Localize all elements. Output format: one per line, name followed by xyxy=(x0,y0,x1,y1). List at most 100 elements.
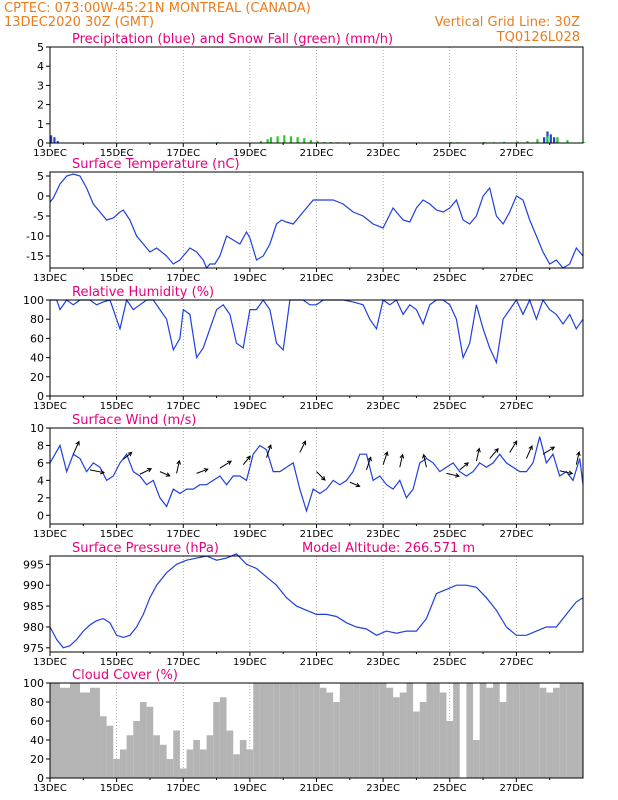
cloud-bar xyxy=(89,687,100,778)
cloud-bar xyxy=(379,683,387,778)
cloud-bar xyxy=(226,730,234,778)
x-tick-label: 21DEC xyxy=(300,657,334,668)
x-tick-label: 25DEC xyxy=(433,657,467,668)
header-grid-line: Vertical Grid Line: 30Z xyxy=(434,15,580,30)
wind-arrow-shaft xyxy=(299,441,306,453)
cloud-bar xyxy=(419,702,427,778)
wind-arrow-head xyxy=(227,460,232,465)
wind-arrow-shaft xyxy=(575,451,580,465)
bar-precipitation xyxy=(543,137,546,143)
cloud-bar xyxy=(299,683,307,778)
bar-snow-fall xyxy=(276,136,279,143)
wind-arrow-head xyxy=(576,451,581,457)
wind-arrow-head xyxy=(147,468,153,473)
panel-title-temperature: Surface Temperature (nC) xyxy=(72,157,240,172)
wind-arrow-head xyxy=(320,476,326,481)
bar-snow-fall xyxy=(259,141,263,143)
cloud-bar xyxy=(186,749,194,778)
cloud-bar xyxy=(339,683,347,778)
wind-arrow-head xyxy=(355,482,361,488)
cloud-bar xyxy=(193,740,200,778)
cloud-bar xyxy=(539,687,547,778)
panel-precip: Precipitation (blue) and Snow Fall (gree… xyxy=(33,32,586,159)
x-tick-label: 25DEC xyxy=(433,273,467,284)
y-tick-label: 60 xyxy=(30,332,44,345)
wind-arrow-shaft xyxy=(176,460,180,474)
wind-arrow-shaft xyxy=(525,445,533,459)
bar-snow-fall xyxy=(546,136,549,143)
cloud-bar xyxy=(366,683,374,778)
panel-title-cloud: Cloud Cover (%) xyxy=(72,668,178,683)
panel-frame xyxy=(49,46,584,144)
y-tick-label: 0 xyxy=(37,509,44,522)
bar-snow-fall xyxy=(516,141,519,143)
wind-arrow-shaft xyxy=(542,446,555,455)
wind-arrow-head xyxy=(422,453,427,459)
wind-arrow-shaft xyxy=(242,455,251,465)
y-tick-label: 40 xyxy=(30,734,44,747)
wind-arrow-shaft xyxy=(72,441,80,455)
header-date: 13DEC2020 30Z (GMT) xyxy=(4,15,155,30)
panel-title-pressure: Surface Pressure (hPa) xyxy=(72,541,219,556)
cloud-bar xyxy=(153,735,160,778)
cloud-bar xyxy=(146,706,154,778)
wind-arrow-head xyxy=(384,451,389,457)
panel-title-wind: Surface Wind (m/s) xyxy=(72,413,196,428)
y-tick-label: 5 xyxy=(37,170,44,183)
cloud-bar xyxy=(499,702,507,778)
wind-arrow-shaft xyxy=(349,481,360,487)
x-tick-label: 13DEC xyxy=(33,148,67,159)
cloud-bar xyxy=(99,716,107,778)
cloud-bar xyxy=(519,683,527,778)
x-tick-label: 27DEC xyxy=(500,529,534,540)
x-tick-label: 17DEC xyxy=(166,657,200,668)
cloud-bar xyxy=(433,683,440,778)
cloud-bar xyxy=(133,721,140,778)
wind-arrow-head xyxy=(528,444,533,450)
y-tick-label: 40 xyxy=(30,352,44,365)
y-tick-label: 10 xyxy=(30,422,44,435)
y-tick-label: 975 xyxy=(23,642,44,655)
cloud-bar xyxy=(453,683,460,778)
cloud-bar xyxy=(553,687,560,778)
bar-snow-fall xyxy=(269,137,273,143)
wind-arrow-head xyxy=(176,459,181,465)
cloud-bar xyxy=(306,683,314,778)
cloud-bar xyxy=(253,683,260,778)
cloud-bar xyxy=(426,683,434,778)
bar-snow-fall xyxy=(289,136,293,143)
cloud-bar xyxy=(273,683,280,778)
wind-arrow-head xyxy=(494,447,499,453)
panel-pressure: Surface Pressure (hPa) Model Altitude: 26… xyxy=(23,541,584,668)
cloud-bar xyxy=(526,683,534,778)
cloud-bar xyxy=(166,759,174,778)
cloud-bar xyxy=(279,683,287,778)
cloud-bar xyxy=(286,683,294,778)
x-tick-label: 19DEC xyxy=(233,401,267,412)
cloud-bar xyxy=(439,692,447,778)
x-tick-label: 25DEC xyxy=(433,148,467,159)
wind-arrow-head xyxy=(127,451,133,457)
y-tick-label: 0 xyxy=(37,190,44,203)
cloud-bar xyxy=(386,687,394,778)
y-tick-label: 20 xyxy=(30,753,44,766)
cloud-bar xyxy=(293,683,300,778)
wind-arrow-head xyxy=(165,472,171,477)
cloud-bar xyxy=(353,683,360,778)
x-tick-label: 23DEC xyxy=(366,273,400,284)
x-tick-label: 15DEC xyxy=(100,657,134,668)
cloud-bar xyxy=(546,692,554,778)
wind-arrow-shaft xyxy=(89,469,105,474)
x-tick-label: 19DEC xyxy=(233,783,267,794)
x-tick-label: 25DEC xyxy=(433,529,467,540)
wind-arrow-shaft xyxy=(122,452,133,460)
x-tick-label: 17DEC xyxy=(166,783,200,794)
cloud-bar xyxy=(246,749,254,778)
bar-snow-fall xyxy=(566,140,569,143)
x-tick-label: 21DEC xyxy=(300,783,334,794)
line-pressure xyxy=(49,553,584,649)
y-tick-label: 4 xyxy=(37,474,44,487)
y-tick-label: 990 xyxy=(23,579,44,592)
y-tick-label: 60 xyxy=(30,715,44,728)
cloud-bar xyxy=(399,692,407,778)
